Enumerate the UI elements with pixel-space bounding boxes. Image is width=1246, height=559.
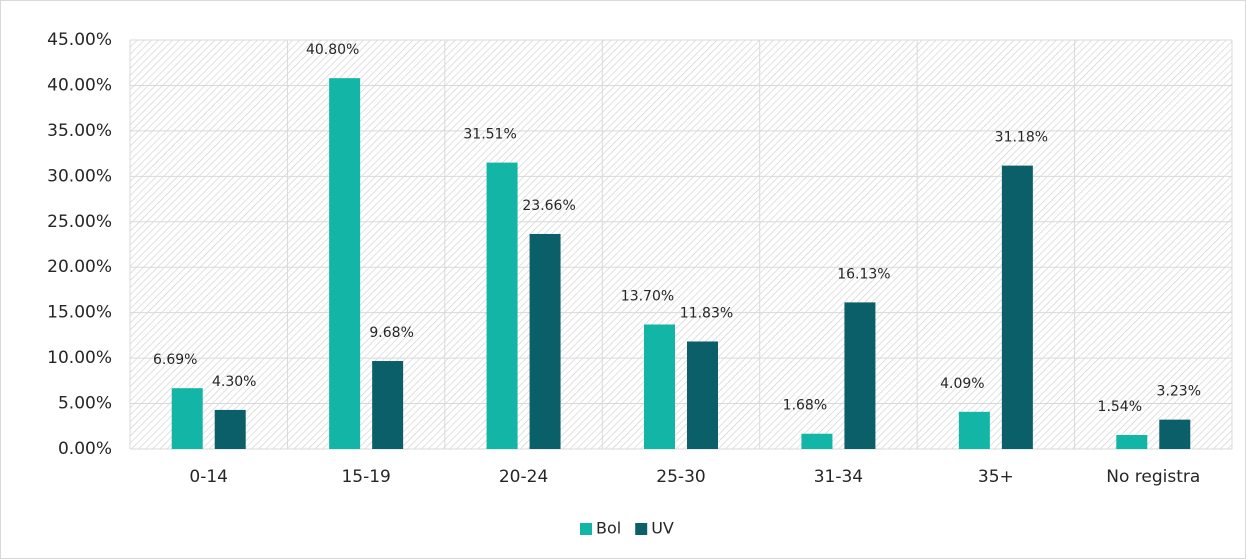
bar <box>1116 435 1148 449</box>
y-tick-label: 40.00% <box>47 75 112 95</box>
legend-swatch <box>580 523 592 535</box>
x-tick-label: 35+ <box>978 467 1014 487</box>
value-label: 11.83% <box>680 305 733 321</box>
legend-swatch <box>635 523 648 535</box>
value-label: 40.80% <box>306 42 359 58</box>
x-tick-label: 31-34 <box>814 467 863 487</box>
bar <box>214 409 246 449</box>
y-tick-label: 15.00% <box>47 303 112 323</box>
y-tick-label: 45.00% <box>47 30 112 50</box>
bar <box>958 411 990 449</box>
value-label: 13.70% <box>621 288 674 304</box>
bar <box>801 433 833 449</box>
value-label: 31.18% <box>995 130 1048 146</box>
value-label: 1.68% <box>783 398 827 414</box>
y-tick-label: 30.00% <box>47 166 112 186</box>
bar <box>687 341 718 449</box>
bar <box>329 78 361 449</box>
bar <box>1001 165 1033 449</box>
y-tick-label: 10.00% <box>47 348 112 368</box>
value-label: 9.68% <box>369 325 413 341</box>
value-label: 1.54% <box>1098 399 1142 415</box>
bar <box>644 324 675 449</box>
x-tick-label: 25-30 <box>656 467 705 487</box>
value-label: 6.69% <box>153 352 197 368</box>
value-label: 31.51% <box>463 127 516 143</box>
legend-label: Bol <box>596 519 621 538</box>
bar <box>1159 419 1191 449</box>
x-tick-label: No registra <box>1106 467 1200 487</box>
x-tick-label: 0-14 <box>189 467 228 487</box>
y-tick-label: 5.00% <box>58 394 112 414</box>
plot-area <box>130 40 1232 449</box>
bar <box>529 233 561 449</box>
y-tick-label: 0.00% <box>58 439 112 459</box>
value-label: 23.66% <box>522 198 575 214</box>
value-label: 3.23% <box>1157 384 1201 400</box>
x-tick-label: 20-24 <box>499 467 548 487</box>
legend-label: UV <box>651 519 674 538</box>
y-tick-label: 25.00% <box>47 212 112 232</box>
y-tick-label: 35.00% <box>47 121 112 141</box>
bar <box>372 361 404 449</box>
bar <box>844 302 876 449</box>
value-label: 4.09% <box>940 376 984 392</box>
y-tick-label: 20.00% <box>47 257 112 277</box>
value-label: 16.13% <box>837 266 890 282</box>
x-tick-label: 15-19 <box>341 467 390 487</box>
bar <box>171 388 203 449</box>
value-label: 4.30% <box>212 374 256 390</box>
bar <box>486 162 518 449</box>
